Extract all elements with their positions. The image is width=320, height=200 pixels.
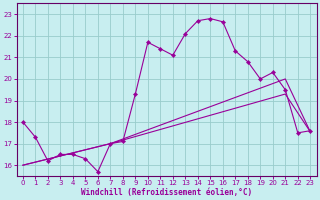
X-axis label: Windchill (Refroidissement éolien,°C): Windchill (Refroidissement éolien,°C) <box>81 188 252 197</box>
